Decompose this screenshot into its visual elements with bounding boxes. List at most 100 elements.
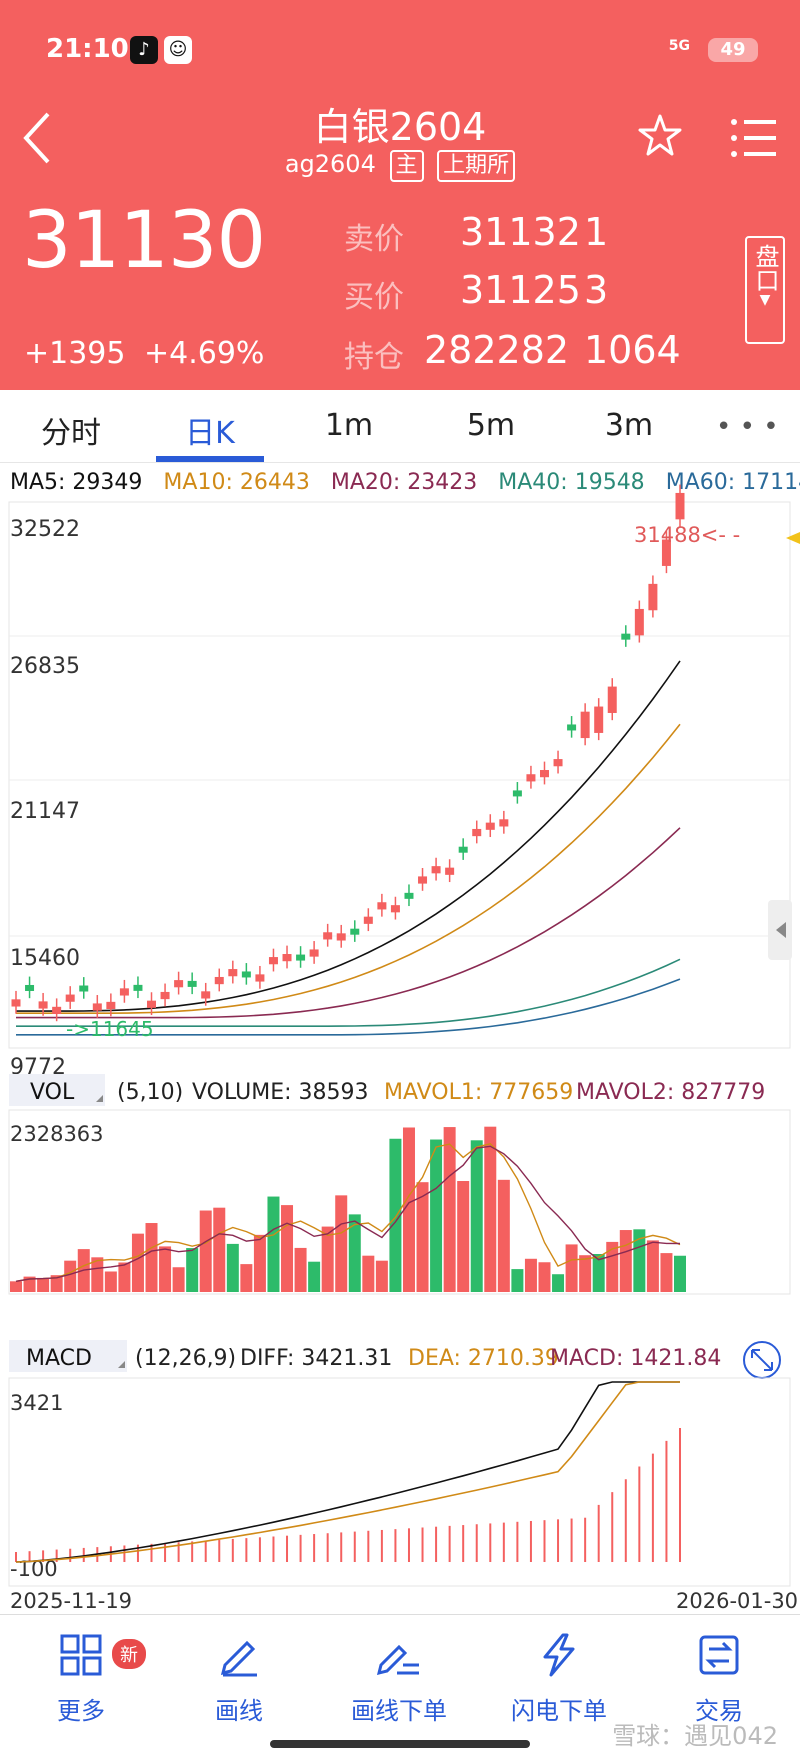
- ma10-value: MA10: 26443: [163, 470, 310, 495]
- ma60-value: MA60: 17114: [665, 470, 800, 495]
- candle-body: [52, 1006, 62, 1015]
- price-axis-label: 21147: [10, 799, 80, 824]
- volume-bar: [226, 1243, 239, 1292]
- volume-bar: [145, 1223, 158, 1292]
- volume-bar: [619, 1230, 632, 1292]
- candle-body: [445, 867, 455, 875]
- ma-line: [16, 827, 681, 1019]
- price-axis-label: 32522: [10, 517, 80, 542]
- candle-body: [634, 608, 644, 636]
- menu-icon[interactable]: [730, 116, 778, 160]
- macd-params: (12,26,9): [135, 1346, 236, 1371]
- bid-volume: 3: [584, 268, 609, 312]
- macd-value: MACD: 1421.84: [550, 1346, 721, 1371]
- candle-body: [539, 770, 549, 778]
- pen-list-icon: [377, 1644, 419, 1676]
- ask-price: 31132: [460, 210, 581, 254]
- diff-value: DIFF: 3421.31: [240, 1346, 392, 1371]
- volume-bar: [199, 1210, 212, 1292]
- vol-tag-bg[interactable]: [9, 1074, 105, 1106]
- volume-bar: [443, 1127, 456, 1292]
- pankou-button[interactable]: 盘口 ▼: [745, 236, 785, 344]
- volume-bar: [335, 1195, 348, 1292]
- nav-draw-order[interactable]: 画线下单: [334, 1633, 464, 1726]
- pankou-label: 盘口: [751, 244, 779, 292]
- volume-bar: [497, 1179, 510, 1292]
- candle-body: [92, 1003, 102, 1011]
- price-panel-frame: [8, 501, 791, 1049]
- page-title: 白银2604: [313, 105, 487, 149]
- ma-legend: MA5: 29349 MA10: 26443 MA20: 23423 MA40:…: [10, 470, 800, 495]
- volume-bar: [524, 1258, 537, 1292]
- tab-timeshare[interactable]: 分时: [41, 416, 101, 451]
- candle-body: [580, 711, 590, 739]
- volume-bar: [402, 1127, 415, 1292]
- macd-axis-max: 3421: [10, 1391, 63, 1415]
- macd-lines: [15, 1381, 680, 1563]
- candle-body: [350, 928, 360, 935]
- volume-bar: [565, 1244, 578, 1292]
- volume-bar: [511, 1269, 524, 1292]
- candle-body: [38, 1001, 48, 1009]
- more-dots-icon[interactable]: • • •: [716, 412, 779, 442]
- expand-arrows-icon: [751, 1349, 773, 1371]
- price-axis-label: 26835: [10, 654, 80, 679]
- macd-line: [15, 1381, 680, 1563]
- volume-bar: [267, 1196, 280, 1292]
- candle-body: [661, 539, 671, 566]
- candle-body: [119, 988, 129, 996]
- volume-bar: [281, 1205, 294, 1292]
- ma-line: [16, 958, 681, 1028]
- volume-axis-max: 2328363: [10, 1122, 104, 1146]
- bid-price: 31125: [460, 268, 581, 312]
- volume-bar: [64, 1260, 77, 1292]
- kline-chart[interactable]: 32522 26835 21147 15460 9772 31488<- - -…: [0, 462, 800, 1614]
- candle-body: [201, 991, 211, 999]
- macd-histogram: [15, 1428, 681, 1562]
- nav-trade[interactable]: 交易: [654, 1633, 784, 1726]
- lightning-icon: [543, 1633, 575, 1677]
- volume-bar: [538, 1262, 551, 1292]
- candle-body: [526, 774, 536, 782]
- open-interest-value: 282282: [424, 328, 570, 372]
- vol-params: (5,10): [117, 1080, 183, 1105]
- back-arrow-icon[interactable]: [18, 108, 58, 168]
- ask-volume: 1: [584, 210, 609, 254]
- candle-body: [323, 932, 333, 940]
- candle-body: [147, 1000, 157, 1008]
- candlesticks: [11, 484, 685, 1022]
- volume-bar: [389, 1138, 402, 1292]
- ma-line: [16, 723, 681, 1015]
- tab-daily-k[interactable]: 日K: [185, 416, 235, 451]
- status-time: 21:10: [46, 34, 129, 64]
- nav-more[interactable]: 新 更多: [16, 1633, 146, 1726]
- volume-bar: [10, 1281, 22, 1292]
- nav-more-label: 更多: [57, 1697, 105, 1725]
- volume-ma-line: [15, 1143, 681, 1282]
- star-icon[interactable]: [636, 112, 684, 160]
- candle-body: [65, 994, 75, 1002]
- volume-ma-lines: [15, 1143, 681, 1282]
- nav-flash-order[interactable]: 闪电下单: [494, 1633, 624, 1726]
- caret-down-icon: ▼: [759, 292, 771, 308]
- nav-draw-line[interactable]: 画线: [174, 1633, 304, 1726]
- volume-bar: [674, 1255, 686, 1292]
- volume-bar: [646, 1240, 659, 1292]
- exchange-tag: 上期所: [437, 150, 516, 182]
- volume-bar: [131, 1233, 144, 1292]
- status-bar: 21:10 ♪ ☺ 5G 49: [0, 30, 800, 74]
- candle-body: [255, 974, 265, 982]
- volume-bar: [470, 1140, 483, 1292]
- volume-bar: [186, 1248, 199, 1292]
- volume-bar: [253, 1234, 266, 1292]
- candle-body: [675, 492, 685, 520]
- macd-tag-bg[interactable]: [9, 1340, 127, 1372]
- volume-bar: [633, 1229, 646, 1292]
- tab-1m[interactable]: 1m: [324, 408, 374, 443]
- tiktok-icon: ♪: [130, 36, 158, 64]
- macd-line: [15, 1381, 680, 1563]
- candle-body: [241, 971, 251, 978]
- candle-body: [160, 991, 170, 1000]
- tab-3m[interactable]: 3m: [604, 408, 654, 443]
- tab-5m[interactable]: 5m: [466, 408, 516, 443]
